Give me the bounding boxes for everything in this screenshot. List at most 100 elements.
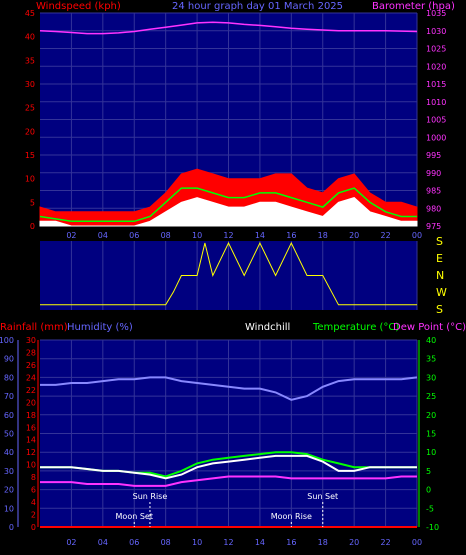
temperature-tick-label: -10 bbox=[426, 523, 439, 532]
event-annotation: Moon Rise bbox=[271, 512, 312, 521]
windspeed-tick-label: 35 bbox=[25, 56, 35, 65]
x-tick-label: 14 bbox=[255, 231, 265, 240]
barometer-tick-label: 1030 bbox=[426, 27, 446, 36]
x-tick-label: 14 bbox=[255, 538, 265, 547]
barometer-tick-label: 1020 bbox=[426, 62, 446, 71]
windspeed-tick-label: 10 bbox=[25, 175, 35, 184]
event-annotation: Sun Rise bbox=[133, 492, 168, 501]
rainfall-tick-label: 24 bbox=[26, 373, 36, 382]
barometer-tick-label: 990 bbox=[426, 169, 441, 178]
rainfall-axis-title: Rainfall (mm) bbox=[0, 322, 68, 333]
rainfall-tick-label: 12 bbox=[26, 448, 36, 457]
x-tick-label: 00 bbox=[412, 538, 422, 547]
barometer-tick-label: 1035 bbox=[426, 9, 446, 18]
wind-average-line bbox=[39, 187, 417, 223]
direction-label: S bbox=[436, 303, 443, 316]
humidity-axis-title: Humidity (%) bbox=[67, 322, 133, 333]
x-tick-label: 04 bbox=[98, 231, 108, 240]
barometer-line bbox=[39, 21, 418, 35]
humidity-tick-label: 50 bbox=[4, 430, 14, 439]
rainfall-tick-label: 0 bbox=[31, 523, 36, 532]
temperature-tick-label: -5 bbox=[426, 504, 434, 513]
temperature-axis-title: Temperature (°C) bbox=[312, 322, 399, 333]
x-tick-label: 18 bbox=[318, 538, 328, 547]
x-tick-label: 04 bbox=[98, 538, 108, 547]
x-tick-label: 22 bbox=[380, 538, 390, 547]
barometer-tick-label: 985 bbox=[426, 187, 441, 196]
windspeed-tick-label: 15 bbox=[25, 151, 35, 160]
humidity-tick-label: 100 bbox=[0, 336, 14, 345]
x-tick-label: 08 bbox=[161, 538, 171, 547]
barometer-tick-label: 1015 bbox=[426, 80, 446, 89]
x-tick-label: 12 bbox=[223, 538, 233, 547]
temperature-tick-label: 5 bbox=[426, 467, 431, 476]
direction-label: E bbox=[436, 252, 443, 265]
temperature-tick-label: 35 bbox=[426, 355, 436, 364]
rainfall-tick-label: 30 bbox=[26, 336, 36, 345]
windspeed-tick-label: 25 bbox=[25, 104, 35, 113]
humidity-tick-label: 90 bbox=[4, 355, 14, 364]
temperature-tick-label: 20 bbox=[426, 411, 436, 420]
dewpoint-axis-title: Dew Point (°C) bbox=[393, 322, 466, 333]
windspeed-axis-title: Windspeed (kph) bbox=[36, 1, 121, 12]
temperature-tick-label: 40 bbox=[426, 336, 436, 345]
wind-direction-line bbox=[40, 241, 417, 306]
direction-label: N bbox=[436, 269, 444, 282]
x-tick-label: 02 bbox=[66, 538, 76, 547]
x-tick-label: 08 bbox=[161, 231, 171, 240]
x-tick-label: 12 bbox=[223, 231, 233, 240]
windspeed-tick-label: 30 bbox=[25, 80, 35, 89]
humidity-tick-label: 20 bbox=[4, 486, 14, 495]
barometer-tick-label: 1005 bbox=[426, 116, 446, 125]
humidity-line bbox=[40, 376, 418, 401]
x-tick-label: 20 bbox=[349, 231, 359, 240]
rainfall-tick-label: 14 bbox=[26, 436, 36, 445]
windspeed-tick-label: 20 bbox=[25, 127, 35, 136]
windchill-line bbox=[40, 454, 417, 480]
humidity-tick-label: 30 bbox=[4, 467, 14, 476]
event-annotation: Moon Set bbox=[116, 512, 153, 521]
x-tick-label: 22 bbox=[380, 231, 390, 240]
temperature-tick-label: 0 bbox=[426, 486, 431, 495]
x-tick-label: 10 bbox=[192, 538, 202, 547]
rainfall-tick-label: 8 bbox=[31, 473, 36, 482]
direction-label: S bbox=[436, 235, 443, 248]
barometer-tick-label: 980 bbox=[426, 204, 441, 213]
x-tick-label: 02 bbox=[66, 231, 76, 240]
barometer-axis-title: Barometer (hpa) bbox=[372, 1, 455, 12]
x-tick-label: 10 bbox=[192, 231, 202, 240]
rainfall-tick-label: 26 bbox=[26, 361, 36, 370]
x-tick-label: 16 bbox=[286, 231, 296, 240]
x-tick-label: 00 bbox=[412, 231, 422, 240]
rainfall-tick-label: 22 bbox=[26, 386, 36, 395]
windspeed-tick-label: 5 bbox=[30, 198, 35, 207]
humidity-tick-label: 0 bbox=[9, 523, 14, 532]
rainfall-tick-label: 20 bbox=[26, 398, 36, 407]
dew-point-c-line bbox=[40, 475, 417, 487]
humidity-tick-label: 70 bbox=[4, 392, 14, 401]
windspeed-tick-label: 45 bbox=[25, 9, 35, 18]
x-tick-label: 18 bbox=[318, 231, 328, 240]
rainfall-tick-label: 2 bbox=[31, 511, 36, 520]
temperature-tick-label: 10 bbox=[426, 448, 436, 457]
barometer-tick-label: 975 bbox=[426, 222, 441, 231]
barometer-tick-label: 1025 bbox=[426, 45, 446, 54]
rainfall-tick-label: 16 bbox=[26, 423, 36, 432]
wind-area-series bbox=[39, 197, 418, 227]
humidity-tick-label: 40 bbox=[4, 448, 14, 457]
x-tick-label: 16 bbox=[286, 538, 296, 547]
barometer-tick-label: 1010 bbox=[426, 98, 446, 107]
direction-label: W bbox=[436, 286, 447, 299]
humidity-tick-label: 80 bbox=[4, 373, 14, 382]
humidity-tick-label: 10 bbox=[4, 504, 14, 513]
temperature-tick-label: 15 bbox=[426, 430, 436, 439]
rainfall-tick-label: 28 bbox=[26, 348, 36, 357]
rainfall-tick-label: 6 bbox=[31, 486, 36, 495]
temperature-tick-label: 25 bbox=[426, 392, 436, 401]
temperature-tick-label: 30 bbox=[426, 373, 436, 382]
chart-title: 24 hour graph day 01 March 2025 bbox=[172, 1, 343, 12]
rainfall-tick-label: 10 bbox=[26, 461, 36, 470]
x-tick-label: 06 bbox=[129, 231, 139, 240]
barometer-tick-label: 1000 bbox=[426, 133, 446, 142]
event-annotation: Sun Set bbox=[307, 492, 338, 501]
